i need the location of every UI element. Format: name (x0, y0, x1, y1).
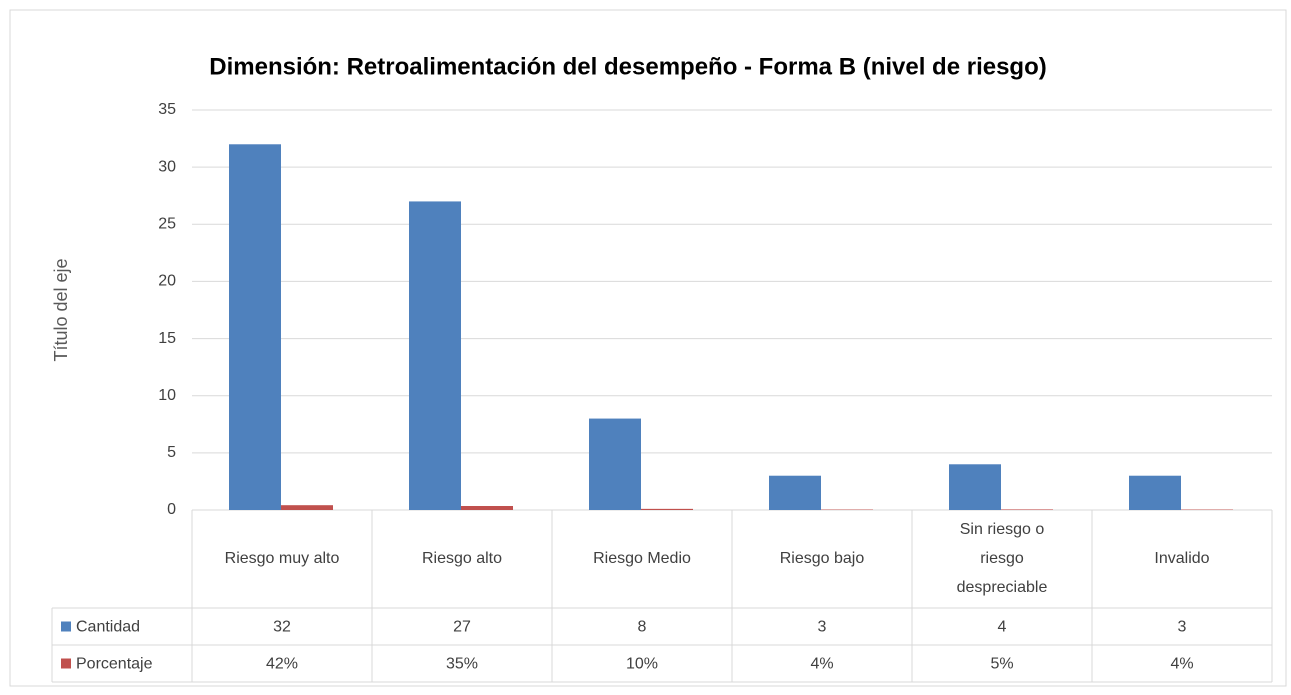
y-tick-label: 35 (158, 101, 176, 118)
y-tick-label: 5 (167, 444, 176, 461)
y-tick-label: 10 (158, 387, 176, 404)
bar (1129, 476, 1181, 510)
table-value: 5% (990, 656, 1013, 673)
x-tick-label: Riesgo bajo (780, 550, 865, 567)
table-value: 4 (998, 619, 1007, 636)
y-tick-label: 25 (158, 216, 176, 233)
bar (281, 505, 333, 510)
bar (409, 201, 461, 510)
table-value: 3 (1178, 619, 1187, 636)
bar (589, 419, 641, 510)
y-tick-label: 0 (167, 501, 176, 518)
table-value: 10% (626, 656, 658, 673)
bar (641, 509, 693, 510)
bar (949, 464, 1001, 510)
table-value: 3 (818, 619, 827, 636)
table-value: 42% (266, 656, 298, 673)
bar (229, 144, 281, 510)
x-tick-label: Riesgo alto (422, 550, 502, 567)
y-tick-label: 15 (158, 330, 176, 347)
legend-label: Cantidad (76, 619, 140, 636)
table-value: 4% (810, 656, 833, 673)
legend-swatch (61, 659, 71, 669)
x-tick-label: Riesgo muy alto (225, 550, 340, 567)
legend-label: Porcentaje (76, 656, 153, 673)
x-tick-label: Riesgo Medio (593, 550, 691, 567)
x-tick-label: Invalido (1154, 550, 1209, 567)
y-axis-title: Título del eje (51, 258, 71, 361)
table-value: 35% (446, 656, 478, 673)
chart-title: Dimensión: Retroalimentación del desempe… (209, 53, 1047, 80)
chart-border (10, 10, 1286, 686)
y-tick-label: 30 (158, 158, 176, 175)
table-value: 4% (1170, 656, 1193, 673)
table-value: 27 (453, 619, 471, 636)
bar (769, 476, 821, 510)
bar (1001, 509, 1053, 510)
table-value: 32 (273, 619, 291, 636)
legend-swatch (61, 622, 71, 632)
table-value: 8 (638, 619, 647, 636)
y-tick-label: 20 (158, 273, 176, 290)
bar (461, 506, 513, 510)
